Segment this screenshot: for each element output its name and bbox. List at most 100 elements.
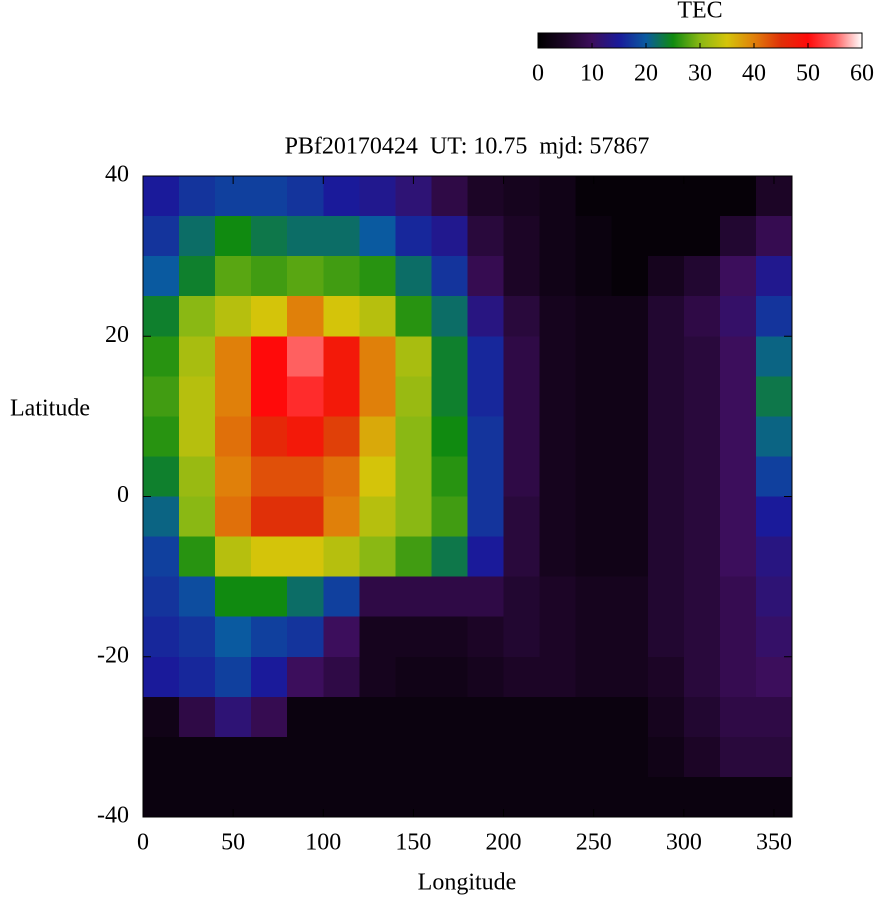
chart-title: PBf20170424 UT: 10.75 mjd: 57867	[285, 134, 650, 160]
heat-cell	[755, 336, 793, 377]
heat-cell	[179, 776, 216, 818]
heat-cell	[179, 376, 216, 417]
heat-cell	[719, 496, 757, 538]
heat-cell	[143, 656, 180, 698]
heat-cell	[179, 736, 216, 778]
heat-cell	[359, 416, 396, 457]
heat-cell	[755, 696, 793, 738]
heat-cell	[647, 696, 685, 738]
heat-cell	[755, 736, 793, 778]
heat-cell	[611, 176, 649, 217]
heat-cell	[251, 536, 288, 578]
heat-cell	[287, 536, 324, 578]
heat-cell	[611, 336, 649, 377]
heat-cell	[575, 736, 613, 778]
heat-cell	[143, 256, 180, 297]
heat-cell	[575, 296, 613, 337]
heat-cell	[323, 536, 360, 578]
heat-cell	[611, 776, 649, 818]
heat-cell	[395, 456, 432, 497]
heat-cell	[611, 456, 649, 497]
heat-cell	[431, 216, 468, 257]
heat-cell	[215, 536, 252, 578]
heat-cell	[431, 536, 468, 578]
heat-cell	[359, 536, 396, 578]
heat-cell	[287, 256, 324, 297]
heat-cell	[683, 496, 721, 538]
heat-cell	[575, 416, 613, 457]
heat-cell	[611, 656, 649, 698]
heat-cell	[179, 496, 216, 538]
heat-cell	[359, 256, 396, 297]
heat-cell	[251, 256, 288, 297]
x-tick-label: 0	[137, 830, 149, 856]
heat-cell	[395, 496, 432, 538]
heat-cell	[395, 416, 432, 457]
heat-cell	[251, 576, 288, 618]
heat-cell	[503, 456, 541, 497]
heat-cell	[143, 456, 180, 497]
heat-cell	[719, 176, 757, 217]
heat-cell	[323, 376, 360, 417]
heat-cell	[575, 216, 613, 257]
heat-cell	[719, 616, 757, 658]
heat-cell	[467, 696, 505, 738]
heat-cell	[179, 216, 216, 257]
heat-cell	[287, 296, 324, 337]
heat-cell	[359, 496, 396, 538]
heat-cell	[251, 416, 288, 457]
y-tick-label: -40	[97, 803, 129, 829]
heat-cell	[143, 576, 180, 618]
heat-cell	[143, 776, 180, 818]
heat-cell	[719, 456, 757, 497]
heat-cell	[647, 576, 685, 618]
heat-cell	[251, 296, 288, 337]
heat-cell	[755, 656, 793, 698]
heat-cell	[611, 416, 649, 457]
heat-cell	[503, 576, 541, 618]
heat-cell	[323, 576, 360, 618]
heat-cell	[359, 736, 396, 778]
heat-cell	[683, 736, 721, 778]
heat-cell	[287, 656, 324, 698]
heat-cell	[467, 656, 505, 698]
heat-cell	[683, 616, 721, 658]
heat-cell	[575, 496, 613, 538]
heat-cell	[611, 616, 649, 658]
heat-cell	[575, 256, 613, 297]
heat-cell	[431, 656, 468, 698]
heat-cell	[503, 696, 541, 738]
heat-cell	[575, 536, 613, 578]
heat-cell	[431, 376, 468, 417]
heat-cell	[683, 656, 721, 698]
heat-cell	[179, 296, 216, 337]
heat-cell	[611, 296, 649, 337]
heat-cell	[431, 456, 468, 497]
heat-cell	[719, 696, 757, 738]
heat-cell	[647, 296, 685, 337]
heat-cell	[143, 176, 180, 217]
heat-cell	[647, 456, 685, 497]
heat-cell	[503, 176, 541, 217]
heat-cell	[359, 616, 396, 658]
heat-cell	[683, 696, 721, 738]
heat-cell	[467, 496, 505, 538]
heat-cell	[647, 416, 685, 457]
heat-cell	[467, 296, 505, 337]
x-tick-label: 150	[395, 830, 431, 856]
heat-cell	[323, 776, 360, 818]
heat-cell	[683, 216, 721, 257]
heat-cell	[611, 536, 649, 578]
heat-cell	[611, 496, 649, 538]
heat-cell	[539, 696, 577, 738]
heat-cell	[503, 256, 541, 297]
y-tick-label: 0	[117, 482, 129, 508]
heat-cell	[323, 736, 360, 778]
heat-cell	[395, 376, 432, 417]
heat-cell	[143, 216, 180, 257]
heat-cell	[179, 256, 216, 297]
heat-cell	[683, 376, 721, 417]
colorbar-label: TEC	[677, 0, 722, 24]
heat-cell	[683, 576, 721, 618]
heat-cell	[323, 216, 360, 257]
